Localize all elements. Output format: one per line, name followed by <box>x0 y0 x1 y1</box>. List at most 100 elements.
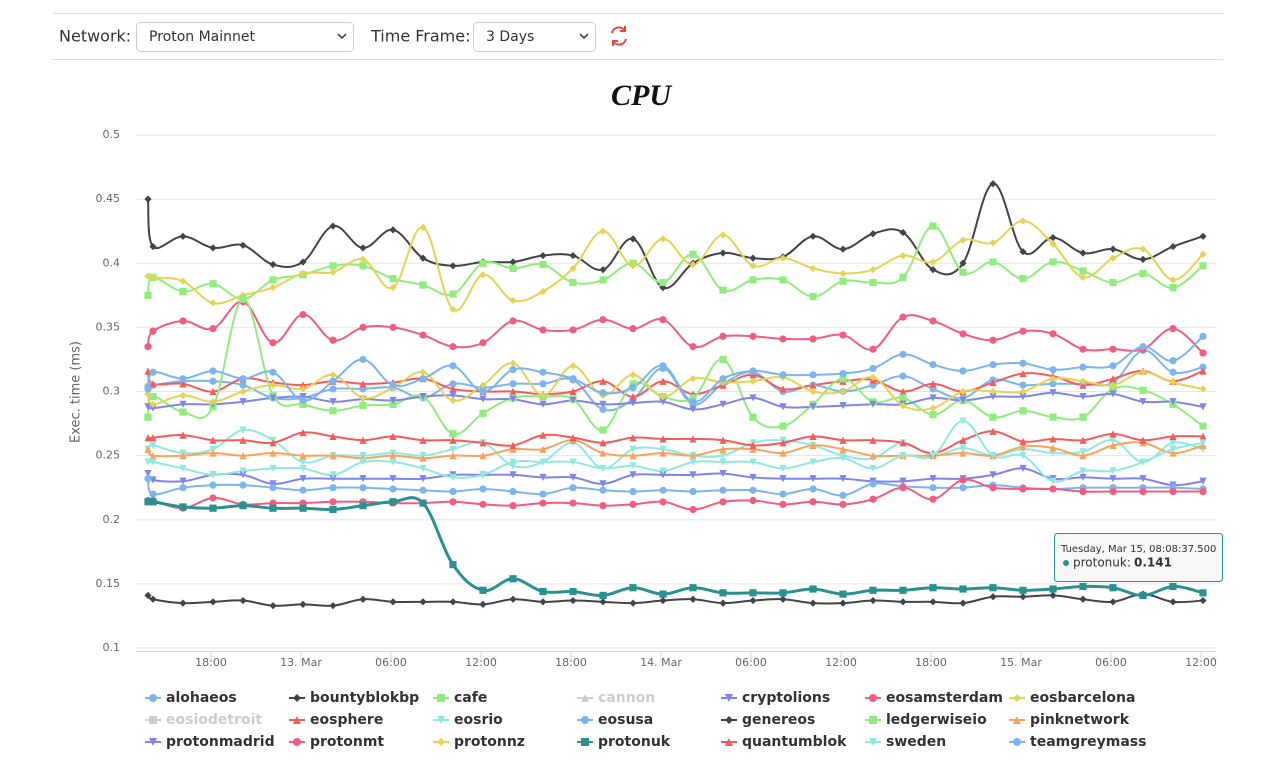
legend-item[interactable]: genereos <box>721 712 815 728</box>
data-point <box>239 426 247 434</box>
data-point <box>899 402 907 410</box>
data-point <box>1079 467 1087 475</box>
data-point <box>299 486 307 494</box>
data-point <box>839 331 847 339</box>
network-select[interactable] <box>136 22 354 52</box>
legend-item[interactable]: teamgreymass <box>1009 734 1146 750</box>
data-point <box>269 439 277 447</box>
data-point <box>1199 262 1207 270</box>
legend-item[interactable]: protonnz <box>433 734 525 750</box>
data-point <box>509 487 517 496</box>
data-point <box>1169 325 1177 333</box>
data-point <box>719 589 727 597</box>
data-point <box>659 398 667 406</box>
legend-item[interactable]: eosbarcelona <box>1009 690 1135 706</box>
legend-item[interactable]: cafe <box>433 690 487 706</box>
legend-item[interactable]: quantumblok <box>721 734 847 750</box>
legend-item[interactable]: pinknetwork <box>1009 712 1130 728</box>
data-point <box>719 498 727 506</box>
data-point <box>179 464 187 473</box>
data-point <box>1079 473 1087 482</box>
data-point <box>509 395 517 403</box>
data-point <box>1019 593 1027 601</box>
data-point <box>1049 389 1057 397</box>
data-point <box>1169 378 1177 387</box>
legend-item[interactable]: bountyblokbp <box>289 690 419 706</box>
legend-item[interactable]: eosiodetroit <box>145 712 262 728</box>
data-point <box>1199 332 1207 340</box>
legend-item[interactable]: cryptolions <box>721 690 830 706</box>
data-point <box>1109 375 1117 383</box>
data-point <box>1169 439 1177 447</box>
data-point <box>599 449 607 457</box>
data-point <box>449 498 457 506</box>
data-point <box>1139 343 1147 351</box>
data-point <box>779 449 787 457</box>
data-point <box>449 262 457 270</box>
data-point <box>869 364 877 373</box>
data-point <box>749 332 757 340</box>
data-point <box>539 598 547 606</box>
data-point <box>179 477 187 485</box>
data-point <box>269 381 277 389</box>
data-point <box>899 251 907 260</box>
legend-item[interactable]: cannon <box>577 690 655 706</box>
data-point <box>149 242 157 251</box>
data-point <box>779 439 787 447</box>
timeframe-select[interactable] <box>473 22 596 52</box>
legend-label: protonnz <box>454 734 525 750</box>
legend-item[interactable]: protonmadrid <box>145 734 275 750</box>
data-point <box>209 598 217 606</box>
legend-item[interactable]: sweden <box>865 734 946 750</box>
data-point <box>179 232 187 240</box>
legend-item[interactable]: eosrio <box>433 712 503 728</box>
x-tick-label: 13. Mar <box>280 656 322 669</box>
legend-item[interactable]: ledgerwiseio <box>865 712 987 728</box>
data-point <box>299 452 307 460</box>
data-point <box>569 587 577 596</box>
data-point <box>209 398 217 406</box>
legend-label: eosusa <box>598 712 653 728</box>
data-point <box>869 480 877 488</box>
data-point <box>359 262 367 270</box>
refresh-button[interactable] <box>611 26 627 46</box>
y-tick-label: 0.4 <box>103 256 121 269</box>
data-point <box>299 381 307 389</box>
data-point <box>419 454 427 462</box>
data-point <box>299 458 307 466</box>
legend-item[interactable]: eosusa <box>577 712 653 728</box>
data-point <box>1109 278 1117 287</box>
data-point <box>239 387 247 396</box>
legend-item[interactable]: eosphere <box>289 712 383 728</box>
legend-item[interactable]: protonmt <box>289 734 384 750</box>
data-point <box>299 428 307 437</box>
legend-label: cannon <box>598 690 655 706</box>
data-point <box>1019 327 1027 335</box>
data-point <box>809 232 817 240</box>
data-point <box>989 413 997 421</box>
data-point <box>389 396 397 405</box>
data-point <box>749 473 757 482</box>
data-point <box>149 490 157 498</box>
legend-item[interactable]: alohaeos <box>145 690 237 706</box>
legend-item[interactable]: eosamsterdam <box>865 690 1003 706</box>
data-point <box>1049 240 1057 248</box>
data-point <box>629 452 637 460</box>
data-point <box>539 380 547 388</box>
data-point <box>629 262 637 270</box>
data-point <box>359 458 367 466</box>
data-point <box>329 602 337 610</box>
data-point <box>1139 591 1147 600</box>
data-point <box>779 595 787 603</box>
data-point <box>989 427 997 435</box>
data-point <box>989 387 997 396</box>
series-line <box>147 478 1204 497</box>
legend-item[interactable]: protonuk <box>577 734 671 750</box>
data-point <box>479 452 487 460</box>
data-point <box>419 598 427 606</box>
legend-symbol <box>869 716 877 724</box>
data-point <box>779 385 787 393</box>
data-point <box>539 499 547 507</box>
data-point <box>989 593 997 601</box>
data-point <box>1079 448 1087 456</box>
